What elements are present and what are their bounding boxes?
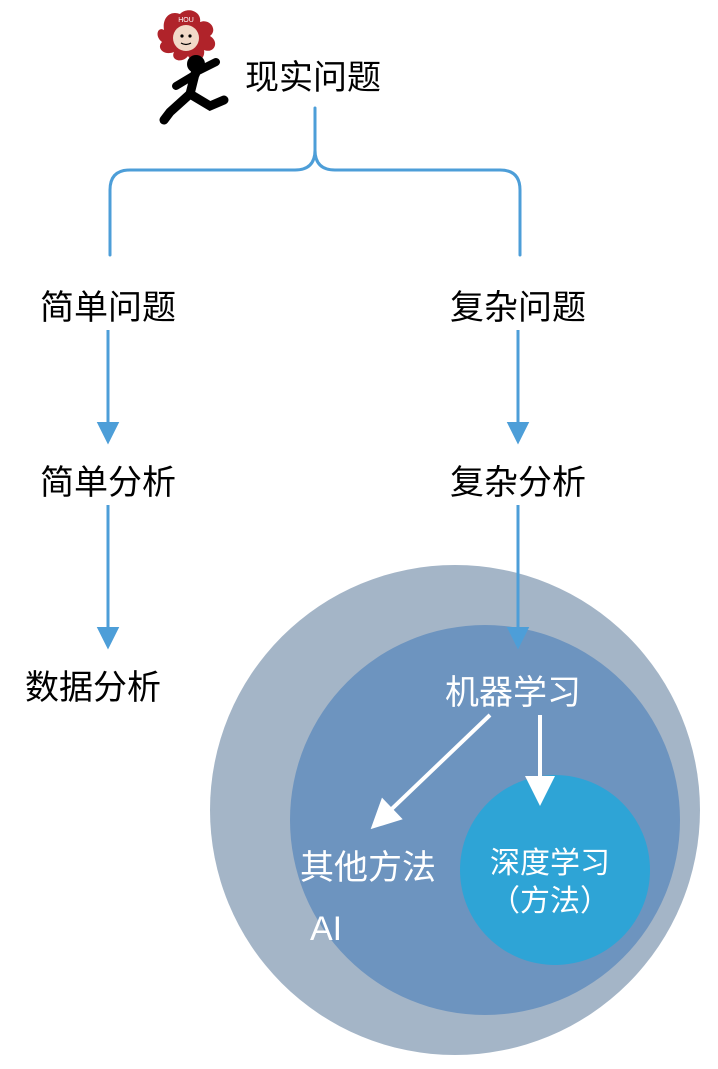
node-other-methods: 其他方法: [300, 840, 436, 889]
mascot-head-text: HOU: [178, 17, 194, 24]
node-simple-problem: 简单问题: [40, 280, 176, 329]
diagram-stage: HOU: [0, 0, 718, 1069]
node-dl-line2: （方法）: [490, 876, 610, 920]
node-complex-analysis: 复杂分析: [450, 455, 586, 504]
node-simple-analysis: 简单分析: [40, 455, 176, 504]
label-ai: AI: [310, 910, 342, 949]
mascot-icon: HOU: [150, 8, 240, 128]
bracket-connector: [110, 108, 520, 255]
node-ml: 机器学习: [445, 665, 581, 714]
node-root: 现实问题: [245, 50, 381, 99]
node-data-analysis: 数据分析: [25, 660, 161, 709]
node-complex-problem: 复杂问题: [450, 280, 586, 329]
